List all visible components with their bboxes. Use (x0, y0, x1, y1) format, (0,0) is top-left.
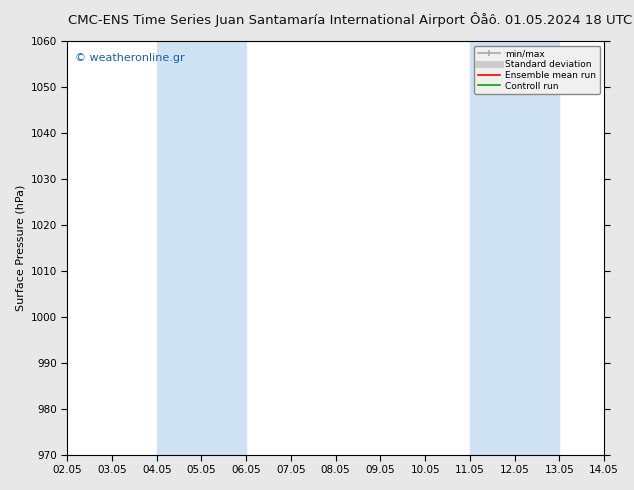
Text: CMC-ENS Time Series Juan Santamaría International Airport: CMC-ENS Time Series Juan Santamaría Inte… (68, 14, 465, 27)
Text: Ôåô. 01.05.2024 18 UTC: Ôåô. 01.05.2024 18 UTC (470, 14, 633, 27)
Legend: min/max, Standard deviation, Ensemble mean run, Controll run: min/max, Standard deviation, Ensemble me… (474, 46, 600, 94)
Bar (470, 41, 559, 455)
Y-axis label: Surface Pressure (hPa): Surface Pressure (hPa) (15, 185, 25, 311)
Text: © weatheronline.gr: © weatheronline.gr (75, 53, 185, 64)
Bar (157, 41, 246, 455)
